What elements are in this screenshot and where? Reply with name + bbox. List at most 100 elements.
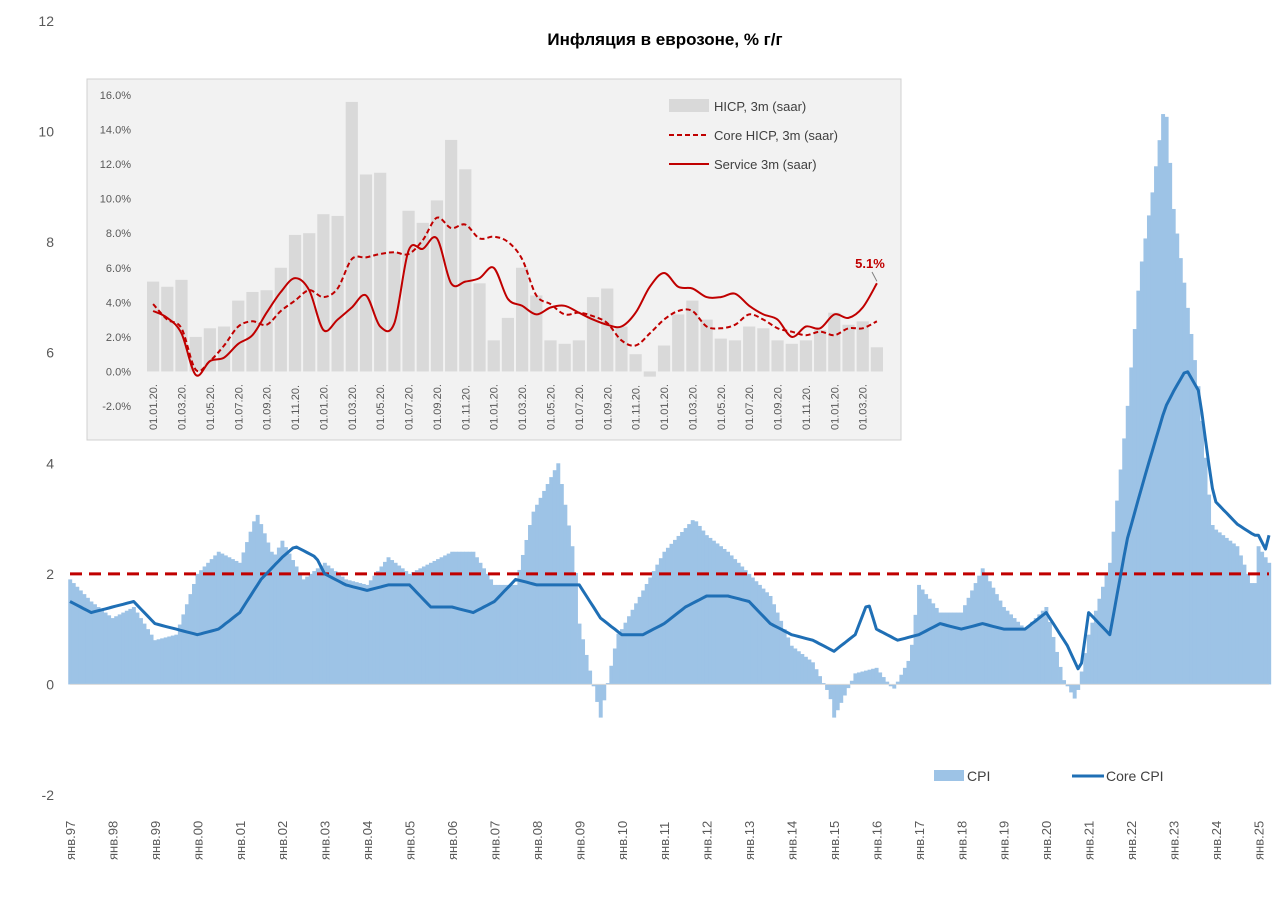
inset-hicp-bar [374,172,387,372]
y-tick-label: 2 [46,566,54,582]
cpi-bar [503,584,508,685]
x-tick-label: янв.04 [360,821,375,860]
cpi-bar [1228,540,1233,685]
cpi-bar [963,605,967,685]
inset-background [86,78,902,441]
cpi-bar [291,560,295,685]
cpi-bar [818,676,822,685]
cpi-bar [96,607,101,685]
inset-x-tick-label: 01.05.20. [546,384,558,430]
cpi-bar [1019,625,1024,685]
cpi-bar [552,470,557,685]
inset-hicp-bar [459,169,472,372]
inset-hicp-bar [728,340,742,372]
cpi-bar [177,624,182,685]
cpi-bar [524,539,529,685]
cpi-bar [499,584,504,685]
cpi-bar [248,531,253,685]
cpi-bar [153,640,158,685]
cpi-bar [835,684,840,711]
cpi-bar [1214,529,1219,685]
cpi-bar [637,596,642,685]
cpi-bar [255,514,260,685]
cpi-bar [609,665,614,685]
cpi-bar [736,562,741,685]
cpi-bar [181,614,186,685]
cpi-bar [393,562,398,685]
cpi-bar [789,645,794,685]
cpi-bar [439,557,444,685]
cpi-bar [761,588,766,685]
inset-legend-label-hicp: HICP, 3m (saar) [714,99,806,114]
cpi-bar [740,566,745,685]
cpi-bar [365,584,370,685]
inset-y-tick-label: 4.0% [106,297,131,309]
cpi-bar [329,568,334,685]
cpi-bar [71,583,76,685]
y-tick-label: 12 [38,13,54,29]
x-tick-label: янв.12 [700,821,715,860]
cpi-bar [520,554,525,685]
cpi-bars [68,114,1272,718]
cpi-bar [938,612,943,685]
cpi-bar [315,568,320,685]
cpi-bar [280,540,285,685]
main-plot: -2 0 2 4 6 8 10 12 янв.97 янв.98 янв.99 янв.00 янв.0… [38,13,1272,860]
cpi-bar [641,590,646,685]
cpi-bar [1146,215,1151,685]
cpi-bar [467,551,472,685]
cpi-bar [931,603,936,685]
x-tick-label: янв.98 [105,821,120,860]
cpi-bar [146,629,150,685]
cpi-bar [301,579,306,685]
x-tick-label: янв.22 [1124,821,1139,860]
cpi-bar [966,597,971,685]
cpi-bar [630,609,635,685]
cpi-bar [1083,653,1088,685]
cpi-bar [959,612,964,685]
inset-hicp-bar [714,338,727,372]
inset-y-tick-label: 0.0% [106,366,131,378]
x-tick-label: янв.20 [1039,821,1054,860]
inset-x-tick-label: 01.03.20. [347,384,359,430]
cpi-bar [1157,140,1162,685]
x-tick-label: янв.11 [657,822,672,860]
cpi-bar [849,680,854,685]
inset-hicp-bar [629,354,642,372]
cpi-bar [697,525,702,685]
cpi-bar [414,570,419,685]
cpi-bar [549,477,554,685]
cpi-bar [803,656,808,685]
cpi-bar [1040,610,1045,685]
cpi-bar [673,539,677,685]
cpi-bar [768,595,773,685]
cpi-bar [605,683,610,685]
cpi-bar [138,618,143,685]
inset-hicp-bar [161,286,174,372]
cpi-bar [230,559,235,685]
cpi-bar [245,542,250,685]
chart-title: Инфляция в еврозоне, % г/г [547,30,782,49]
y-tick-label: -2 [42,787,55,803]
cpi-bar [446,553,451,685]
inset-hicp-bar [530,295,543,372]
x-tick-label: янв.03 [318,821,333,860]
cpi-bar [888,684,893,687]
x-tick-label: янв.17 [912,821,927,860]
cpi-bar [85,597,90,685]
cpi-bar [471,551,476,685]
cpi-bar [117,614,122,685]
cpi-bar [577,623,582,685]
x-tick-label: янв.06 [445,821,460,860]
cpi-bar [453,551,458,685]
cpi-bar [948,612,953,685]
inset-hicp-bars [146,101,884,377]
cpi-bar [574,572,578,685]
inset-plot: -2.0% 0.0% 2.0% 4.0% 6.0% 8.0% 10.0% 12.0% 14.0%… [86,78,902,441]
cpi-bar [588,670,593,685]
cpi-bar [828,684,833,700]
cpi-bar [1200,420,1204,685]
cpi-bar [375,571,380,685]
cpi-bar [344,579,349,685]
cpi-bar [1203,457,1208,685]
